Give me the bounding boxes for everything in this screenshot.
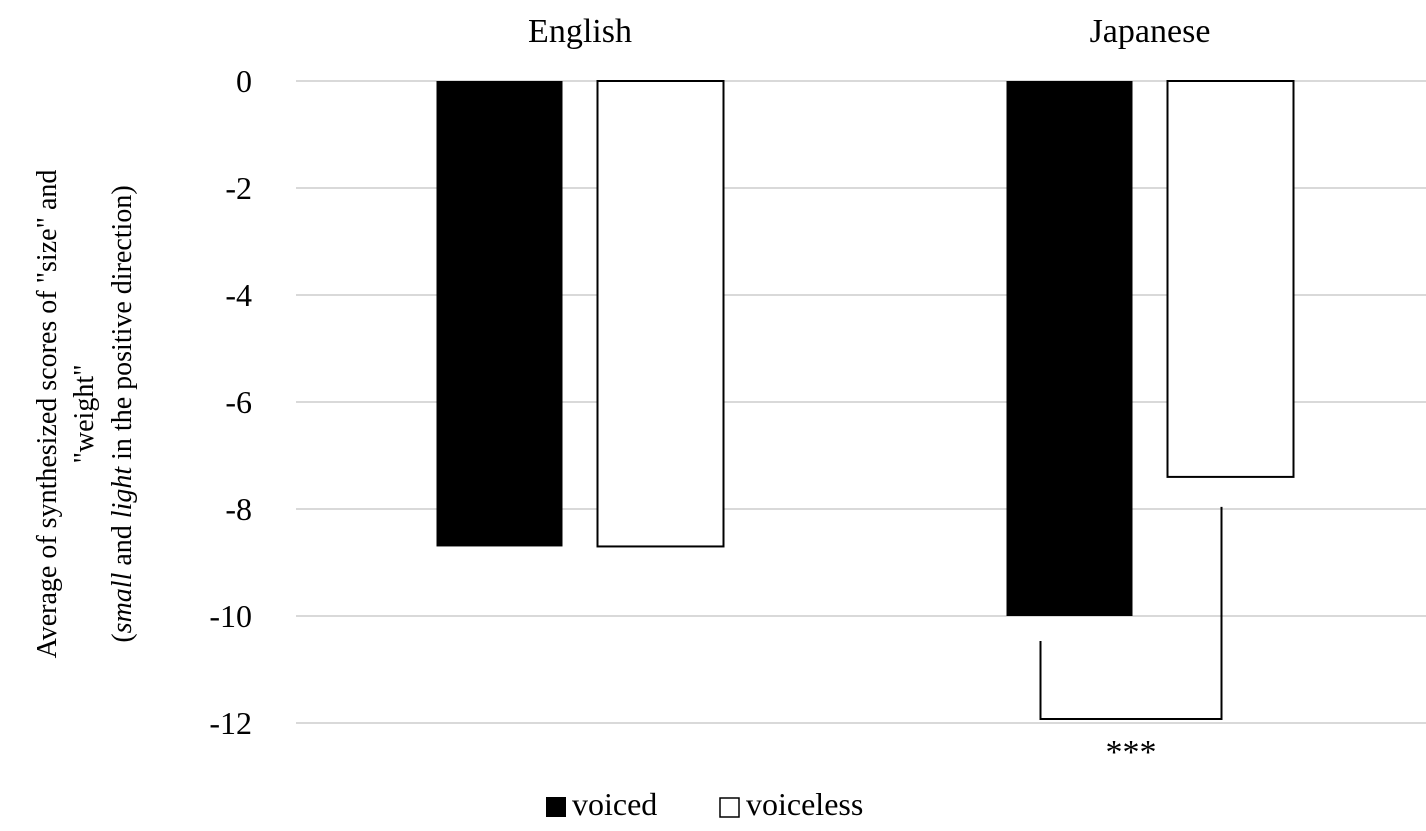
bar-voiced-japanese [1006,81,1133,616]
bar-voiceless-english [596,80,725,548]
y-tick-label: -10 [209,598,252,634]
bars [436,80,1295,616]
bar-voiced-english [436,81,563,547]
y-tick-label: -4 [225,277,252,313]
significance-annotation: *** [1039,506,1223,771]
bar-voiceless-japanese [1166,80,1295,478]
y-tick-label: -2 [225,170,252,206]
y-axis-ticks: 0 -2 -4 -6 -8 -10 -12 [209,63,252,741]
significance-stars: *** [1106,734,1157,771]
y-axis-label-line-3-rest: in the positive direction) [107,185,138,467]
y-tick-label: -12 [209,705,252,741]
y-axis-label: Average of synthesized scores of "size" … [32,170,138,659]
y-axis-label-small: small [107,572,138,633]
legend-swatch-voiceless [719,797,740,818]
y-tick-label: 0 [236,63,252,99]
legend-swatch-voiced [546,797,566,817]
category-labels: English Japanese [528,13,1210,50]
y-axis-label-line-3: (small and light in the positive directi… [107,185,138,642]
category-label-japanese: Japanese [1090,13,1211,50]
significance-bracket [1039,506,1223,720]
y-axis-label-line-3-open: ( [107,633,138,642]
y-axis-label-line-1: Average of synthesized scores of "size" … [32,170,63,659]
category-label-english: English [528,13,632,50]
y-axis-label-and: and [107,518,138,572]
legend-label-voiceless: voiceless [746,786,863,822]
y-tick-label: -8 [225,491,252,527]
legend-label-voiced: voiced [572,786,657,822]
y-tick-label: -6 [225,384,252,420]
legend: voiced voiceless [546,786,863,822]
y-axis-label-light: light [107,466,138,519]
y-axis-label-line-2: "weight" [69,364,100,463]
